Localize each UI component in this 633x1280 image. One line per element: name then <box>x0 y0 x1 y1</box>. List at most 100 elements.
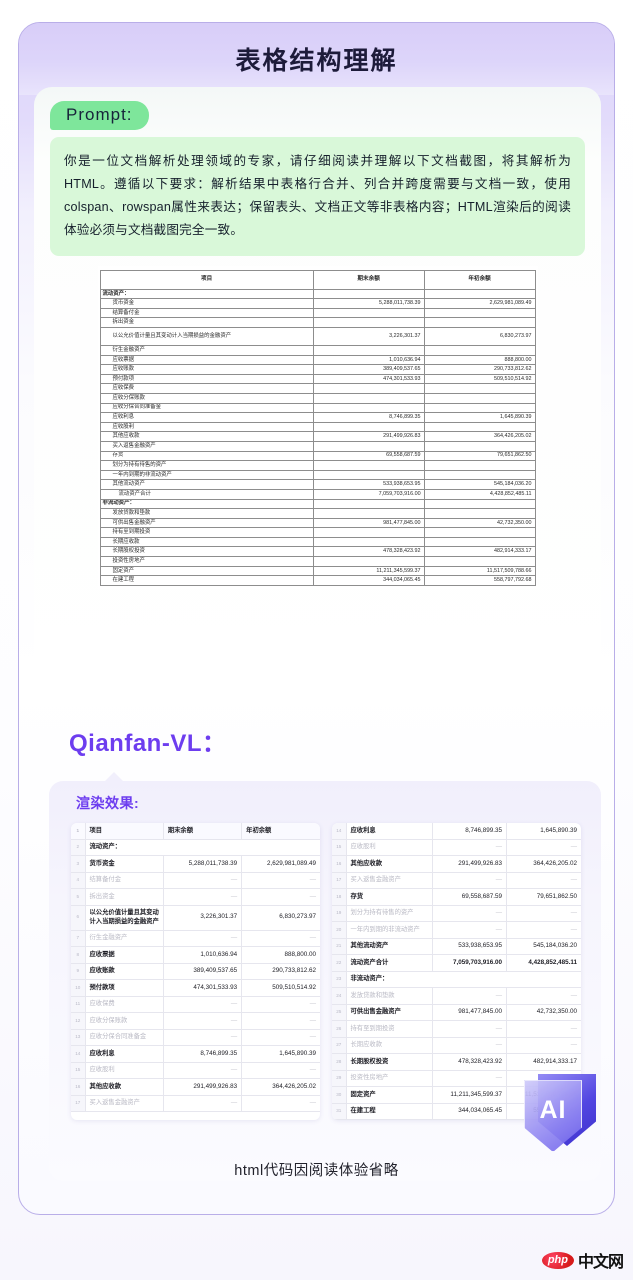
rendered-cell-item: 预付款项 <box>85 979 164 997</box>
doc-cell-ending: 8,746,899.35 <box>312 412 425 423</box>
doc-table-row: 应收利息 8,746,899.35 1,645,890.39 <box>99 412 536 423</box>
rendered-cell-beginning: — <box>241 1095 320 1112</box>
row-number: 7 <box>71 930 86 947</box>
rendered-cell-beginning: 364,426,205.02 <box>506 855 581 873</box>
doc-cell-item: 应收分保合同准备金 <box>99 402 314 414</box>
doc-table-row: 持有至到期投资 <box>99 527 536 538</box>
doc-table-row: 长期应收款 <box>99 536 536 548</box>
doc-cell-ending: 1,010,636.94 <box>312 354 425 366</box>
doc-table-row: 发放贷款和垫款 <box>99 508 536 519</box>
rendered-table-row: 19 划分为持有待售的资产 — — <box>332 905 581 922</box>
doc-cell-item: 应收保费 <box>99 383 314 394</box>
rendered-table-row: 9 应收账款 389,409,537.65 290,733,812.62 <box>71 963 320 980</box>
doc-table-row: 存货 69,558,687.59 79,651,862.50 <box>99 450 536 462</box>
rendered-cell-beginning: — <box>241 1012 320 1030</box>
rendered-cell-item: 应收股利 <box>346 839 433 856</box>
doc-cell-ending <box>312 556 425 567</box>
doc-cell-beginning <box>423 392 536 404</box>
rendered-cell-item: 其他流动资产 <box>346 938 433 955</box>
render-panel: 渲染效果: 1 项目 期末余额 年初余额 2 流动资产： 3 货币资金 5,288,011,73… <box>49 772 601 1181</box>
document-table: 项目 期末余额 年初余额 流动资产： 货币资金 5,288,011,738.39 2,… <box>99 269 536 586</box>
rendered-cell-ending: 69,558,687.59 <box>432 888 507 906</box>
rendered-table-row: 6 以公允价值计量且其变动计入当期损益的金融资产 3,226,301.37 6,830… <box>71 905 320 931</box>
rendered-cell-item: 应收分保合同准备金 <box>85 1029 164 1046</box>
doc-cell-beginning <box>423 460 536 471</box>
rendered-cell-section: 非流动资产： <box>346 971 581 988</box>
doc-cell-item: 在建工程 <box>99 575 314 586</box>
row-number: 10 <box>71 979 86 997</box>
rendered-cell-item: 以公允价值计量且其变动计入当期损益的金融资产 <box>85 905 164 931</box>
rendered-cell-beginning: — <box>506 921 581 939</box>
doc-cell-item: 应收利息 <box>99 412 314 423</box>
row-number: 16 <box>332 855 347 873</box>
doc-table-row: 一年内到期的非流动资产 <box>99 469 536 481</box>
rendered-table-row: 8 应收票据 1,010,636.94 888,800.00 <box>71 946 320 964</box>
row-number: 21 <box>332 938 347 955</box>
doc-table-row: 应收股利 <box>99 421 536 433</box>
prompt-badge: Prompt: <box>50 101 149 130</box>
row-number: 6 <box>71 905 86 931</box>
rendered-cell-beginning: — <box>506 839 581 856</box>
render-tables: 1 项目 期末余额 年初余额 2 流动资产： 3 货币资金 5,288,011,738.39 2,… <box>71 823 581 1120</box>
doc-cell-item: 应收账款 <box>99 364 314 375</box>
doc-cell-item: 投资性房地产 <box>99 556 314 567</box>
rendered-cell-beginning: — <box>241 888 320 906</box>
rendered-table-row: 27 长期应收款 — — <box>332 1037 581 1054</box>
row-number: 24 <box>332 987 347 1005</box>
doc-cell-item: 应收分保账款 <box>99 392 314 404</box>
row-number: 25 <box>332 1004 347 1021</box>
doc-cell-item: 拆出资金 <box>99 317 314 328</box>
rendered-header-ending: 期末余额 <box>163 823 243 840</box>
doc-col-beginning: 年初余额 <box>423 269 536 290</box>
doc-cell-item: 可供出售金融资产 <box>99 517 314 529</box>
doc-table-body: 流动资产： 货币资金 5,288,011,738.39 2,629,981,089.4… <box>99 288 536 586</box>
row-number: 27 <box>332 1037 347 1054</box>
rendered-cell-ending: 8,746,899.35 <box>432 823 507 840</box>
rendered-cell-item: 可供出售金融资产 <box>346 1004 433 1021</box>
rendered-cell-item: 买入返售金融资产 <box>85 1095 164 1112</box>
doc-cell-ending: 11,211,345,599.37 <box>312 565 425 577</box>
row-number: 2 <box>71 839 86 856</box>
doc-cell-beginning <box>423 527 536 538</box>
rendered-cell-beginning: 888,800.00 <box>241 946 320 964</box>
ai-badge: AI <box>524 1074 596 1156</box>
doc-table-row: 长期股权投资 478,328,423.92 482,914,333.17 <box>99 546 536 558</box>
doc-cell-item: 固定资产 <box>99 565 314 577</box>
doc-cell-item: 长期股权投资 <box>99 546 314 558</box>
rendered-cell-ending: 8,746,899.35 <box>163 1045 243 1063</box>
doc-table-row: 划分为持有待售的资产 <box>99 460 536 471</box>
bottom-caption: html代码因阅读体验省略 <box>234 1163 399 1179</box>
rendered-cell-ending: — <box>432 839 507 856</box>
rendered-cell-ending: 389,409,537.65 <box>163 963 243 980</box>
row-number: 5 <box>71 888 86 906</box>
rendered-cell-beginning: — <box>241 1062 320 1079</box>
row-number: 12 <box>71 1012 86 1030</box>
rendered-table-row: 22 流动资产合计 7,059,703,916.00 4,428,852,485.11 <box>332 954 581 972</box>
row-number: 3 <box>71 855 86 873</box>
rendered-cell-beginning: — <box>241 930 320 947</box>
doc-cell-beginning <box>423 440 536 452</box>
doc-cell-beginning <box>423 498 536 510</box>
doc-cell-beginning: 42,732,350.00 <box>423 517 536 529</box>
doc-cell-item: 发放贷款和垫款 <box>99 508 314 519</box>
rendered-cell-item: 其他应收款 <box>85 1078 164 1096</box>
row-number: 20 <box>332 921 347 939</box>
doc-cell-beginning <box>423 421 536 433</box>
watermark-text: 中文网 <box>577 1254 624 1271</box>
doc-table-row: 应收分保账款 <box>99 392 536 404</box>
document-screenshot: 项目 期末余额 年初余额 流动资产： 货币资金 5,288,011,738.39 2,… <box>97 265 538 589</box>
doc-cell-ending <box>312 508 425 519</box>
doc-cell-item: 一年内到期的非流动资产 <box>99 469 314 481</box>
rendered-cell-ending: 3,226,301.37 <box>163 905 243 931</box>
doc-cell-beginning <box>423 317 536 328</box>
row-number: 13 <box>71 1029 86 1046</box>
doc-table-row: 可供出售金融资产 981,477,845.00 42,732,350.00 <box>99 517 536 529</box>
rendered-cell-item: 应收利息 <box>85 1045 164 1063</box>
rendered-cell-item: 其他应收款 <box>346 855 433 873</box>
rendered-cell-item: 一年内到期的非流动资产 <box>346 921 433 939</box>
rendered-table-row: 18 存货 69,558,687.59 79,651,862.50 <box>332 888 581 906</box>
doc-cell-beginning <box>423 383 536 394</box>
rendered-cell-ending: — <box>432 1020 507 1038</box>
doc-cell-beginning <box>423 508 536 519</box>
rendered-cell-item: 应收保费 <box>85 996 164 1013</box>
